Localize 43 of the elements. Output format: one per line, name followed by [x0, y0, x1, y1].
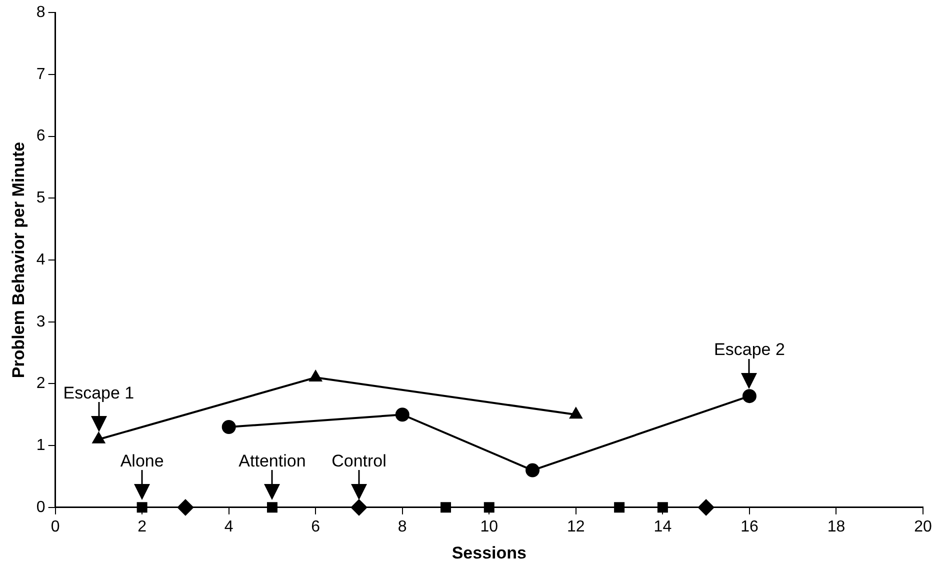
point — [222, 420, 236, 434]
annotation: Escape 2 — [714, 340, 785, 360]
y-tick-label: 0 — [36, 498, 46, 516]
x-tick-label: 12 — [567, 518, 585, 536]
x-tick-label: 16 — [740, 518, 758, 536]
point — [698, 499, 714, 516]
point — [440, 502, 452, 513]
x-tick-label: 0 — [50, 518, 60, 536]
point — [309, 370, 322, 382]
point — [92, 432, 105, 444]
y-tick-label: 7 — [36, 66, 46, 83]
point — [657, 502, 668, 513]
point — [742, 389, 756, 404]
point — [395, 408, 410, 422]
x-tick-label: 2 — [138, 518, 147, 536]
x-tick-label: 4 — [224, 518, 234, 536]
y-tick-label: 4 — [36, 251, 46, 268]
x-axis-title: Sessions — [452, 543, 526, 562]
point — [484, 502, 494, 513]
point — [570, 408, 582, 419]
annotation: Control — [332, 451, 386, 470]
y-tick-label: 6 — [36, 128, 46, 145]
x-tick-label: 20 — [914, 518, 932, 536]
x-tick-label: 18 — [827, 518, 846, 536]
x-tick-label: 14 — [654, 518, 672, 536]
annotation: Attention — [238, 451, 306, 470]
y-tick-label: 2 — [36, 375, 46, 392]
annotation: Escape 1 — [63, 383, 134, 402]
y-tick-label: 3 — [36, 313, 46, 330]
point — [136, 502, 148, 513]
y-axis-title: Problem Behavior per Minute — [8, 142, 28, 378]
point — [266, 502, 278, 513]
x-tick-label: 8 — [398, 518, 407, 536]
y-tick-label: 5 — [36, 190, 46, 207]
point — [614, 502, 625, 513]
point — [350, 499, 367, 516]
y-tick-label: 1 — [36, 436, 46, 454]
point — [177, 499, 194, 516]
point — [526, 463, 540, 478]
annotation: Alone — [120, 451, 164, 470]
y-tick-label: 8 — [36, 4, 46, 22]
x-tick-label: 6 — [311, 518, 320, 536]
x-tick-label: 10 — [480, 518, 498, 536]
